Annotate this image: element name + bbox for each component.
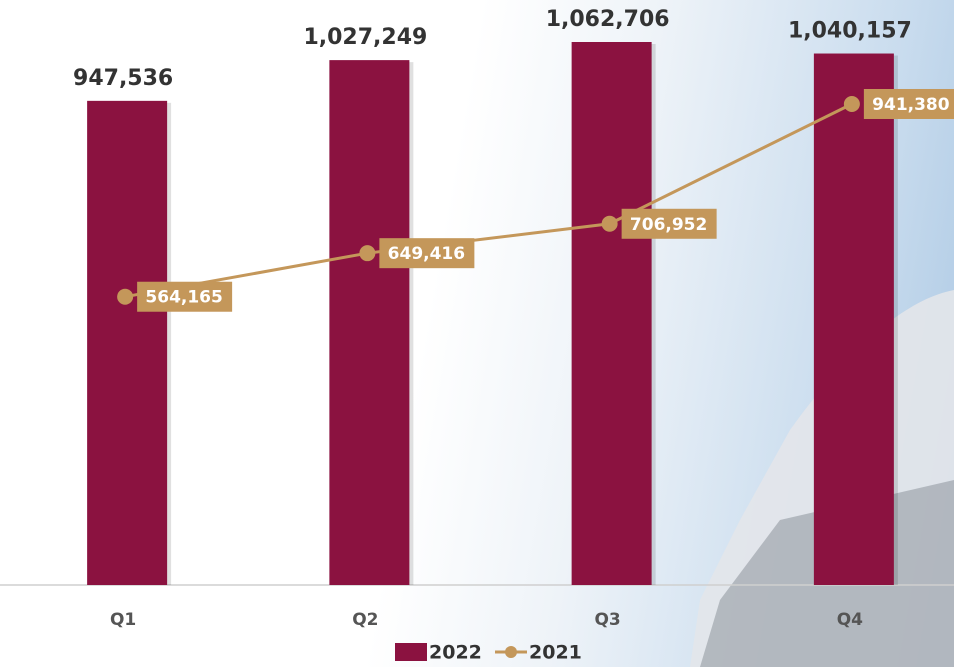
line-marker	[601, 215, 618, 232]
legend-swatch-marker	[505, 646, 517, 658]
data-label-box	[863, 88, 954, 119]
data-label: 564,165	[145, 288, 222, 308]
data-label: 947,536	[73, 66, 173, 91]
data-label: 706,952	[630, 215, 707, 235]
data-label: 1,040,157	[788, 19, 912, 44]
data-label-box	[137, 281, 233, 312]
data-label: 941,380	[872, 95, 950, 115]
data-label: 649,416	[388, 244, 465, 264]
legend-swatch	[395, 643, 427, 661]
legend-label: 2022	[429, 642, 482, 664]
legend-label: 2021	[529, 642, 582, 664]
line-marker	[359, 245, 376, 262]
line-marker	[117, 288, 134, 305]
bar	[87, 100, 168, 586]
bar	[329, 60, 410, 585]
data-label: 1,062,706	[546, 7, 670, 32]
x-tick-label: Q1	[110, 610, 136, 630]
bar	[813, 53, 894, 586]
data-label-box	[621, 208, 717, 239]
line	[124, 102, 853, 299]
data-label-box	[379, 238, 475, 269]
x-tick-label: Q3	[594, 610, 620, 630]
x-tick-label: Q4	[837, 610, 863, 630]
x-tick-label: Q2	[352, 610, 378, 630]
data-label: 1,027,249	[303, 25, 427, 50]
bar	[571, 42, 652, 585]
line-marker	[843, 95, 860, 112]
